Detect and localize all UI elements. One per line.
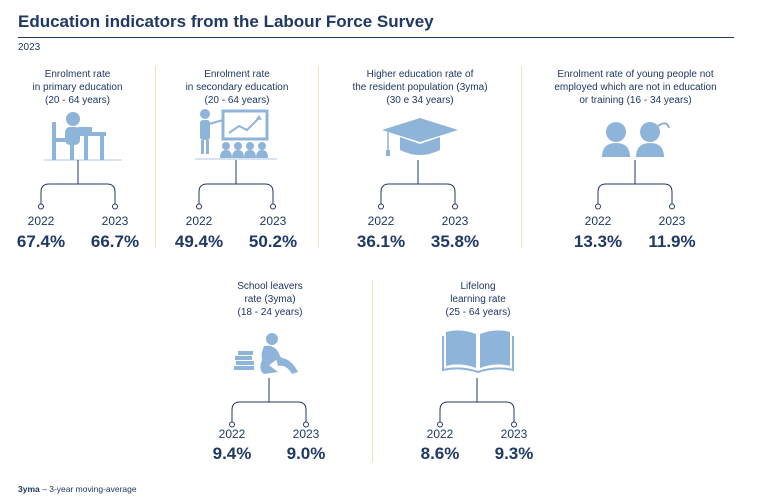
label-line: employed which are not in education xyxy=(554,82,717,93)
indicator-value: 8.6% xyxy=(420,444,460,463)
branch-connector xyxy=(437,378,517,428)
title-underline xyxy=(18,37,734,38)
year-label: 2022 xyxy=(584,214,612,228)
footnote-abbr: 3yma xyxy=(18,484,40,494)
indicator-lifelong-learning: Lifelong learning rate (25 - 64 years) 2… xyxy=(398,270,558,470)
label-line: (30 e 34 years) xyxy=(386,95,454,106)
label-line: (20 - 64 years) xyxy=(44,95,111,106)
period-label: 2023 xyxy=(18,42,41,53)
indicator-value: 67.4% xyxy=(16,232,66,251)
indicator-secondary-enrolment: Enrolment rate in secondary education (2… xyxy=(157,0,317,260)
divider xyxy=(372,280,373,462)
year-label: 2022 xyxy=(367,214,395,228)
indicator-value: 11.9% xyxy=(648,232,696,251)
indicator-value: 9.3% xyxy=(494,444,534,463)
year-label: 2022 xyxy=(426,427,454,441)
divider xyxy=(521,66,522,248)
label-line: School leavers xyxy=(237,281,303,292)
teacher-with-class-icon xyxy=(195,109,277,160)
branch-connector xyxy=(196,160,276,210)
label-line: Enrolment rate xyxy=(204,69,270,80)
label-line: Enrolment rate of young people not xyxy=(557,69,714,80)
year-label: 2023 xyxy=(259,214,287,228)
indicator-value: 9.0% xyxy=(286,444,326,463)
footnote-text: – 3-year moving-average xyxy=(42,484,137,494)
indicator-value: 13.3% xyxy=(573,232,623,251)
indicator-value: 36.1% xyxy=(356,232,406,251)
seated-person-with-books-icon xyxy=(234,333,298,374)
footnote: 3yma – 3-year moving-average xyxy=(18,484,137,494)
indicator-label: School leavers rate (3yma) (18 - 24 year… xyxy=(190,280,350,319)
open-book-icon xyxy=(442,330,514,374)
indicator-school-leavers: School leavers rate (3yma) (18 - 24 year… xyxy=(190,270,350,470)
year-label: 2022 xyxy=(218,427,246,441)
year-label: 2022 xyxy=(27,214,55,228)
label-line: or training (16 - 34 years) xyxy=(579,95,692,106)
indicator-primary-enrolment: Enrolment rate in primary education (20 … xyxy=(0,0,155,260)
year-label: 2023 xyxy=(658,214,686,228)
page-title: Education indicators from the Labour For… xyxy=(18,12,434,31)
graduation-cap-icon xyxy=(382,118,458,156)
branch-connector xyxy=(378,160,458,210)
indicator-higher-education: Higher education rate of the resident po… xyxy=(320,0,520,260)
year-label: 2023 xyxy=(292,427,320,441)
label-line: the resident population (3yma) xyxy=(352,82,488,93)
indicator-value: 35.8% xyxy=(430,232,480,251)
divider xyxy=(155,66,156,248)
year-label: 2023 xyxy=(441,214,469,228)
year-label: 2022 xyxy=(185,214,213,228)
label-line: (20 - 64 years) xyxy=(204,95,270,106)
indicator-value: 9.4% xyxy=(212,444,252,463)
indicator-label: Lifelong learning rate (25 - 64 years) xyxy=(398,280,558,319)
label-line: rate (3yma) xyxy=(244,294,296,305)
indicator-label: Enrolment rate in secondary education (2… xyxy=(157,68,317,107)
label-line: in primary education xyxy=(32,82,123,93)
student-at-desk-icon xyxy=(44,112,122,161)
label-line: (25 - 64 years) xyxy=(445,307,511,318)
label-line: Higher education rate of xyxy=(366,69,474,80)
branch-connector xyxy=(595,160,675,210)
indicator-label: Higher education rate of the resident po… xyxy=(320,68,520,107)
branch-connector xyxy=(229,378,309,428)
divider xyxy=(318,66,319,248)
indicator-value: 50.2% xyxy=(248,232,298,251)
label-line: Enrolment rate xyxy=(44,69,111,80)
indicator-value: 66.7% xyxy=(90,232,140,251)
indicator-label: Enrolment rate of young people not emplo… xyxy=(523,68,748,107)
label-line: (18 - 24 years) xyxy=(237,307,303,318)
young-people-icon xyxy=(602,122,670,157)
label-line: Lifelong xyxy=(460,281,496,292)
label-line: learning rate xyxy=(450,294,506,305)
year-label: 2023 xyxy=(500,427,528,441)
indicator-neet: Enrolment rate of young people not emplo… xyxy=(523,0,748,260)
indicator-label: Enrolment rate in primary education (20 … xyxy=(0,68,155,107)
year-label: 2023 xyxy=(101,214,129,228)
indicator-value: 49.4% xyxy=(174,232,224,251)
label-line: in secondary education xyxy=(185,82,289,93)
branch-connector xyxy=(38,160,118,210)
